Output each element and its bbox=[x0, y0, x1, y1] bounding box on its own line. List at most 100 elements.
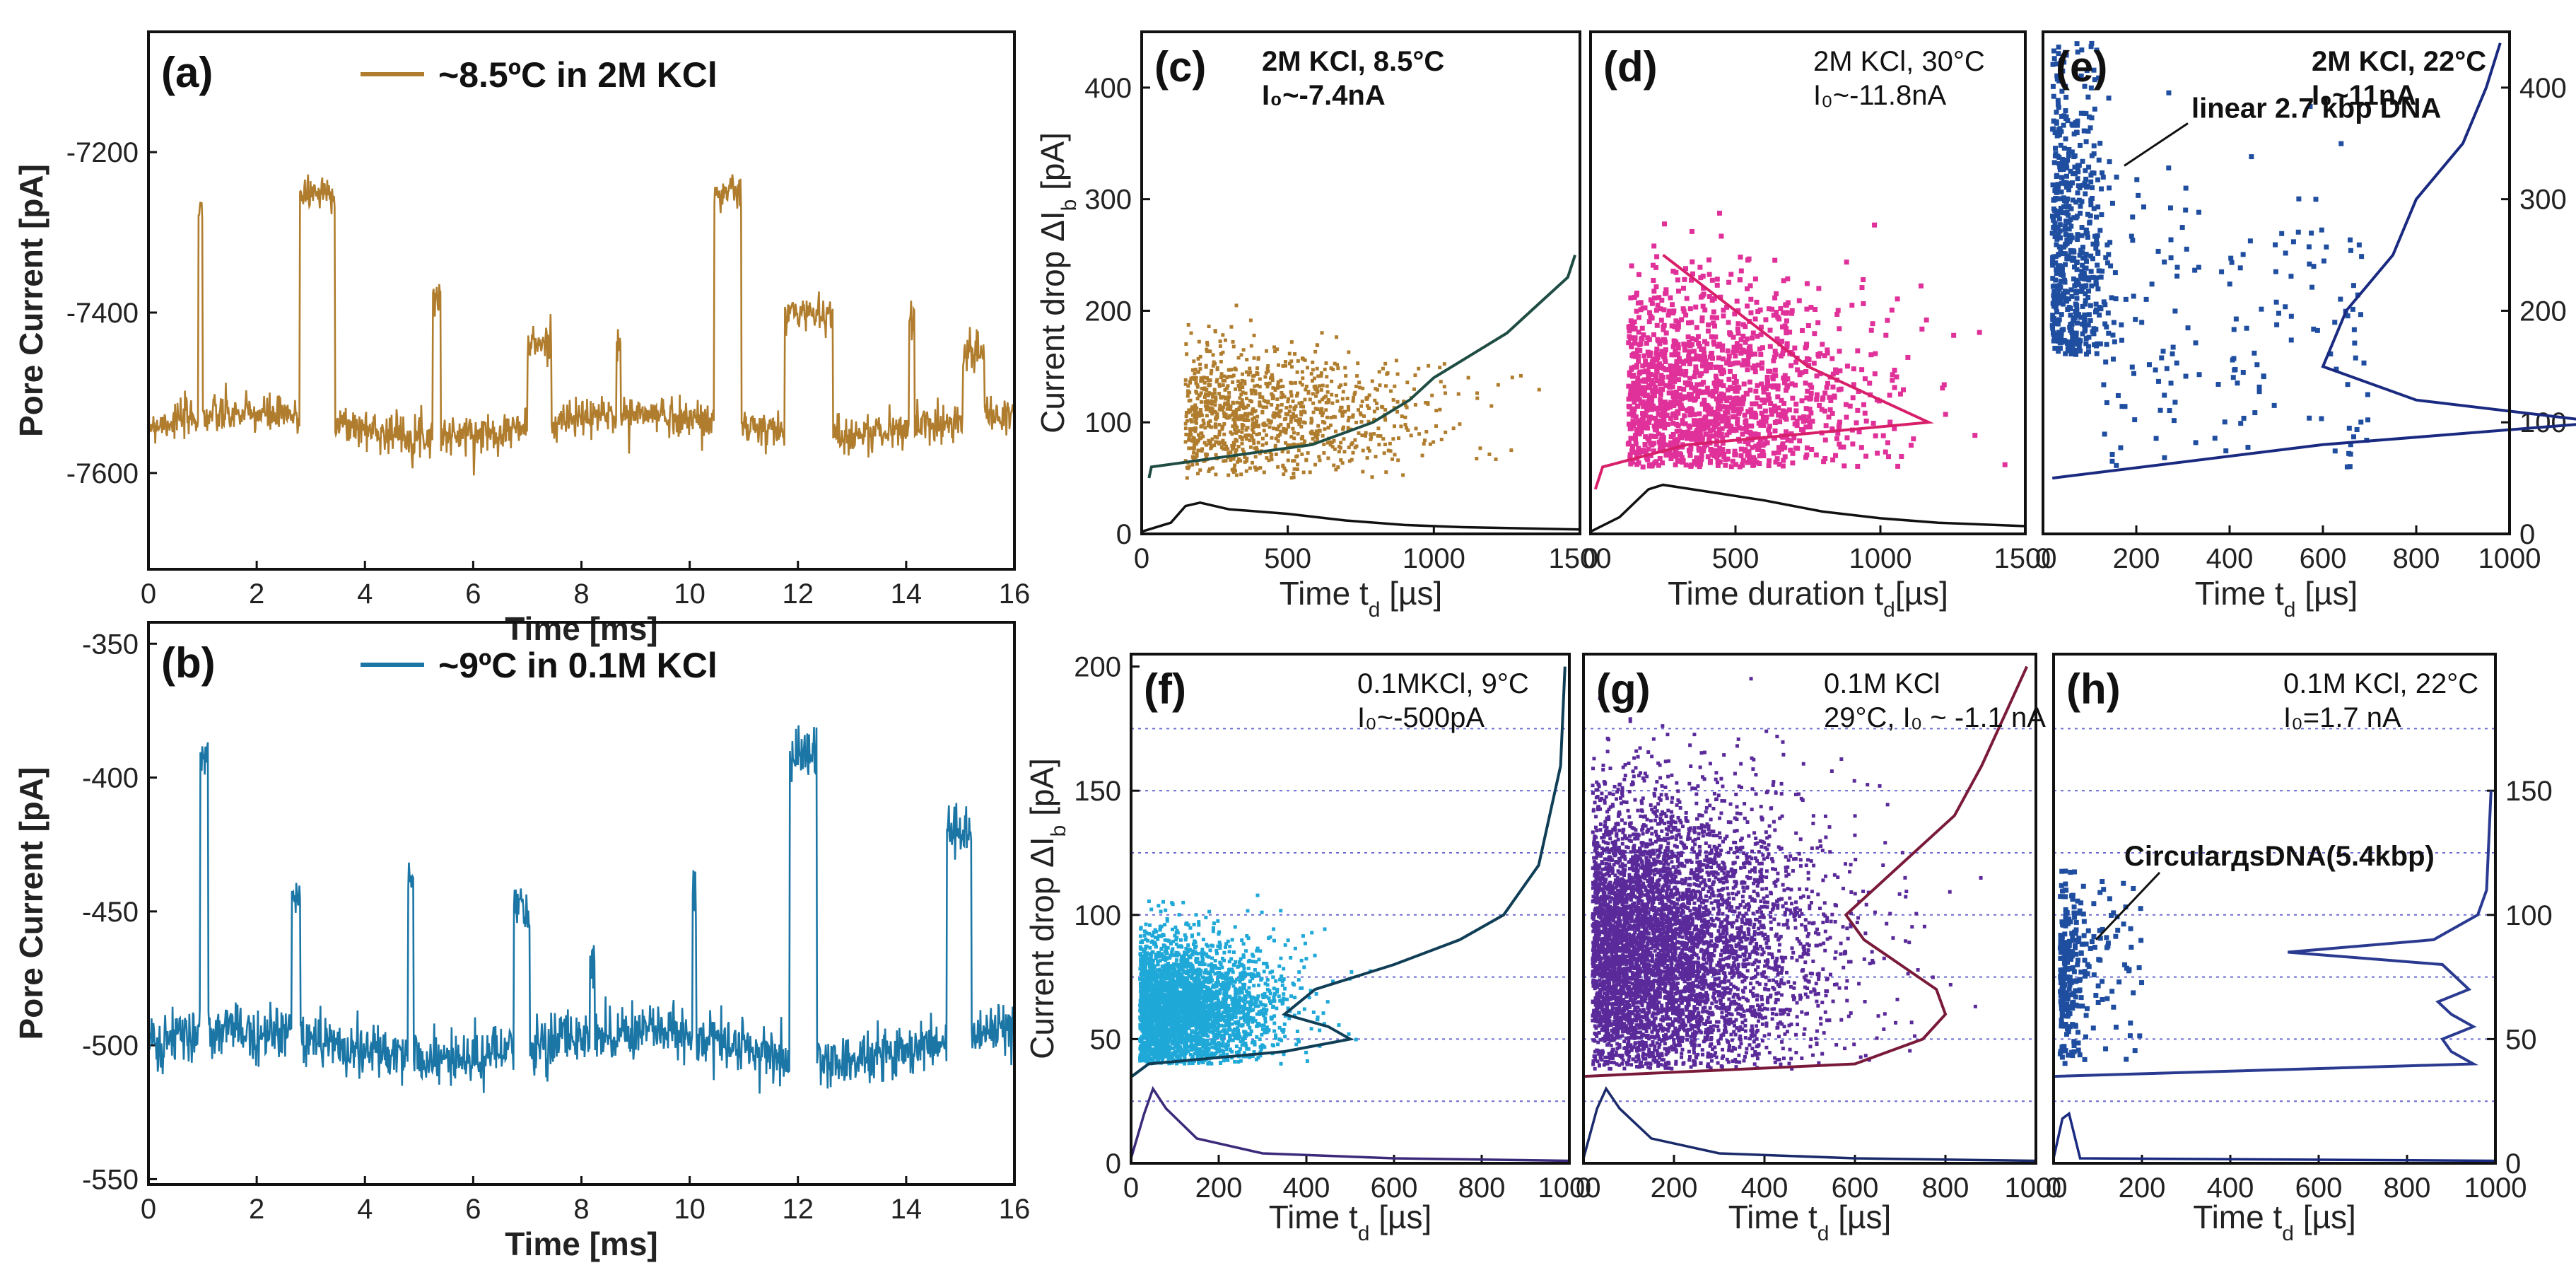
data-point bbox=[2283, 304, 2288, 310]
data-point bbox=[1300, 452, 1304, 456]
data-point bbox=[2083, 252, 2089, 257]
legend-label: ~8.5ºC in 2M KCl bbox=[438, 55, 718, 95]
data-point bbox=[2105, 310, 2111, 316]
data-point bbox=[1727, 395, 1733, 401]
data-point bbox=[2064, 198, 2070, 204]
data-point bbox=[1200, 951, 1204, 955]
data-point bbox=[1365, 404, 1369, 408]
data-point bbox=[1660, 444, 1665, 450]
data-point bbox=[1721, 414, 1726, 419]
data-point bbox=[1240, 436, 1244, 440]
data-point bbox=[2065, 306, 2071, 312]
data-point bbox=[1628, 461, 1634, 467]
data-point bbox=[1265, 367, 1270, 371]
data-point bbox=[2056, 293, 2062, 298]
data-point bbox=[1665, 313, 1671, 318]
data-point bbox=[1264, 433, 1268, 437]
data-point bbox=[1241, 970, 1245, 974]
data-point bbox=[1165, 951, 1169, 955]
data-point bbox=[1243, 1006, 1247, 1010]
data-point bbox=[1292, 475, 1296, 479]
data-point bbox=[2114, 462, 2119, 468]
data-point bbox=[2057, 263, 2063, 269]
data-point bbox=[1234, 410, 1238, 414]
data-point bbox=[2328, 351, 2334, 357]
data-point bbox=[1284, 412, 1288, 416]
data-point bbox=[1231, 424, 1235, 429]
data-point bbox=[1651, 363, 1657, 369]
data-point bbox=[1722, 404, 1728, 409]
data-point bbox=[1214, 425, 1218, 429]
data-point bbox=[1139, 1023, 1143, 1027]
data-point bbox=[2288, 337, 2294, 343]
data-point bbox=[1764, 375, 1770, 380]
data-point bbox=[1772, 354, 1777, 360]
data-point bbox=[1161, 972, 1165, 976]
data-point bbox=[1234, 448, 1239, 452]
data-point bbox=[1803, 380, 1808, 386]
data-point bbox=[1692, 349, 1697, 354]
data-point bbox=[1265, 405, 1269, 409]
data-point bbox=[1325, 415, 1329, 419]
data-point bbox=[2348, 237, 2353, 243]
data-point bbox=[2089, 153, 2095, 158]
data-point bbox=[1732, 374, 1738, 380]
data-point bbox=[1767, 396, 1772, 402]
data-point bbox=[1426, 401, 1430, 405]
data-point bbox=[1197, 967, 1201, 972]
data-point bbox=[1204, 452, 1208, 456]
data-point bbox=[1340, 397, 1345, 401]
plot-frame bbox=[1140, 30, 1581, 535]
data-point bbox=[1735, 308, 1741, 313]
data-point bbox=[1656, 431, 1661, 437]
data-point bbox=[1313, 431, 1317, 436]
data-point bbox=[1230, 1049, 1234, 1054]
data-point bbox=[1246, 426, 1250, 430]
data-point bbox=[1216, 944, 1220, 948]
data-point bbox=[1360, 433, 1364, 437]
data-point bbox=[2075, 190, 2080, 196]
data-point bbox=[2054, 271, 2059, 276]
data-point bbox=[1272, 345, 1277, 349]
data-point bbox=[1791, 415, 1796, 421]
data-point bbox=[1663, 330, 1669, 336]
data-point bbox=[1324, 408, 1328, 412]
data-point bbox=[1659, 349, 1665, 354]
data-point bbox=[1309, 417, 1313, 421]
data-point bbox=[2100, 170, 2105, 175]
data-point bbox=[1735, 417, 1740, 422]
data-point bbox=[1258, 404, 1263, 408]
data-point bbox=[1205, 400, 1210, 404]
data-point bbox=[1719, 391, 1724, 397]
data-point bbox=[1684, 407, 1690, 413]
data-point bbox=[1797, 438, 1803, 443]
data-point bbox=[1289, 420, 1293, 424]
data-point bbox=[1693, 459, 1699, 465]
data-point bbox=[1808, 390, 1814, 396]
data-point bbox=[1226, 995, 1231, 999]
data-point bbox=[2083, 176, 2089, 182]
data-point bbox=[1677, 385, 1682, 391]
data-point bbox=[1245, 933, 1249, 938]
data-point bbox=[1670, 420, 1676, 426]
data-point bbox=[1861, 301, 1866, 306]
data-point bbox=[1152, 930, 1156, 934]
data-point bbox=[1326, 398, 1330, 402]
data-point bbox=[1267, 425, 1272, 429]
data-point bbox=[1683, 462, 1689, 468]
data-point bbox=[1273, 349, 1277, 354]
data-point bbox=[1788, 363, 1794, 368]
data-point bbox=[2133, 317, 2138, 322]
data-point bbox=[1763, 397, 1769, 403]
data-point bbox=[1800, 328, 1805, 334]
data-point bbox=[2060, 68, 2066, 74]
data-point bbox=[1219, 395, 1223, 399]
data-point bbox=[1302, 1007, 1306, 1011]
data-point bbox=[1310, 931, 1314, 935]
data-point bbox=[1710, 393, 1716, 399]
data-point bbox=[1822, 353, 1827, 359]
data-point bbox=[1251, 378, 1255, 383]
data-point bbox=[1676, 371, 1682, 377]
data-point bbox=[1628, 390, 1634, 395]
data-point bbox=[1272, 938, 1276, 943]
